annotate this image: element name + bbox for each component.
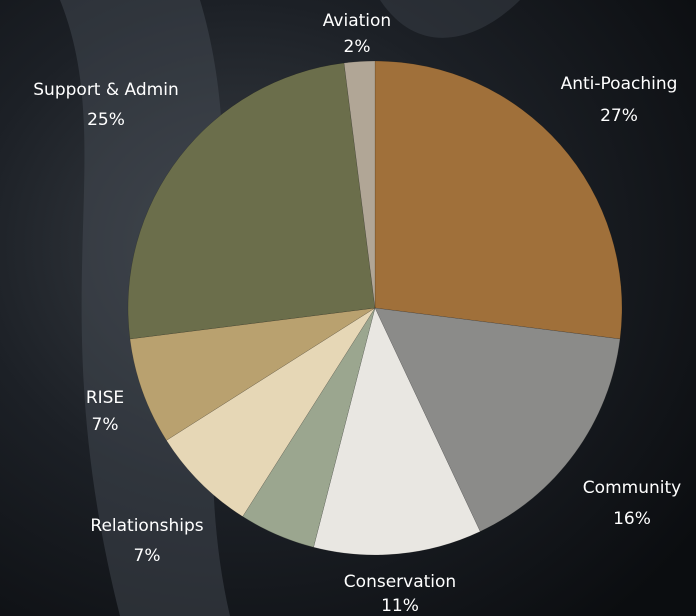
- slice-label: Community: [583, 478, 681, 498]
- slice-label: RISE: [86, 388, 124, 408]
- value-label: 27%: [600, 106, 638, 126]
- slice: [242, 307, 376, 548]
- value-label: 7%: [134, 546, 161, 566]
- slice: [343, 60, 376, 309]
- value-label: 25%: [87, 110, 125, 130]
- slice-label: Conservation: [344, 572, 456, 592]
- slice-label: Support & Admin: [33, 80, 178, 100]
- slice: [129, 307, 376, 441]
- value-label: 2%: [344, 37, 371, 57]
- labels: Anti-Poaching 27% Community 16% Conservation…: [33, 11, 681, 616]
- background-texture: [380, 0, 520, 38]
- value-label: 11%: [381, 596, 419, 616]
- value-label: 7%: [92, 415, 119, 435]
- slice: [127, 62, 376, 340]
- slice: [166, 307, 376, 517]
- slice: [313, 307, 481, 556]
- slice-label: Relationships: [90, 516, 203, 536]
- pie: [127, 60, 623, 556]
- slice-label: Anti-Poaching: [561, 74, 678, 94]
- value-label: 16%: [613, 509, 651, 529]
- slice: [374, 307, 621, 532]
- slice: [374, 60, 623, 340]
- slice-label: Aviation: [323, 11, 391, 31]
